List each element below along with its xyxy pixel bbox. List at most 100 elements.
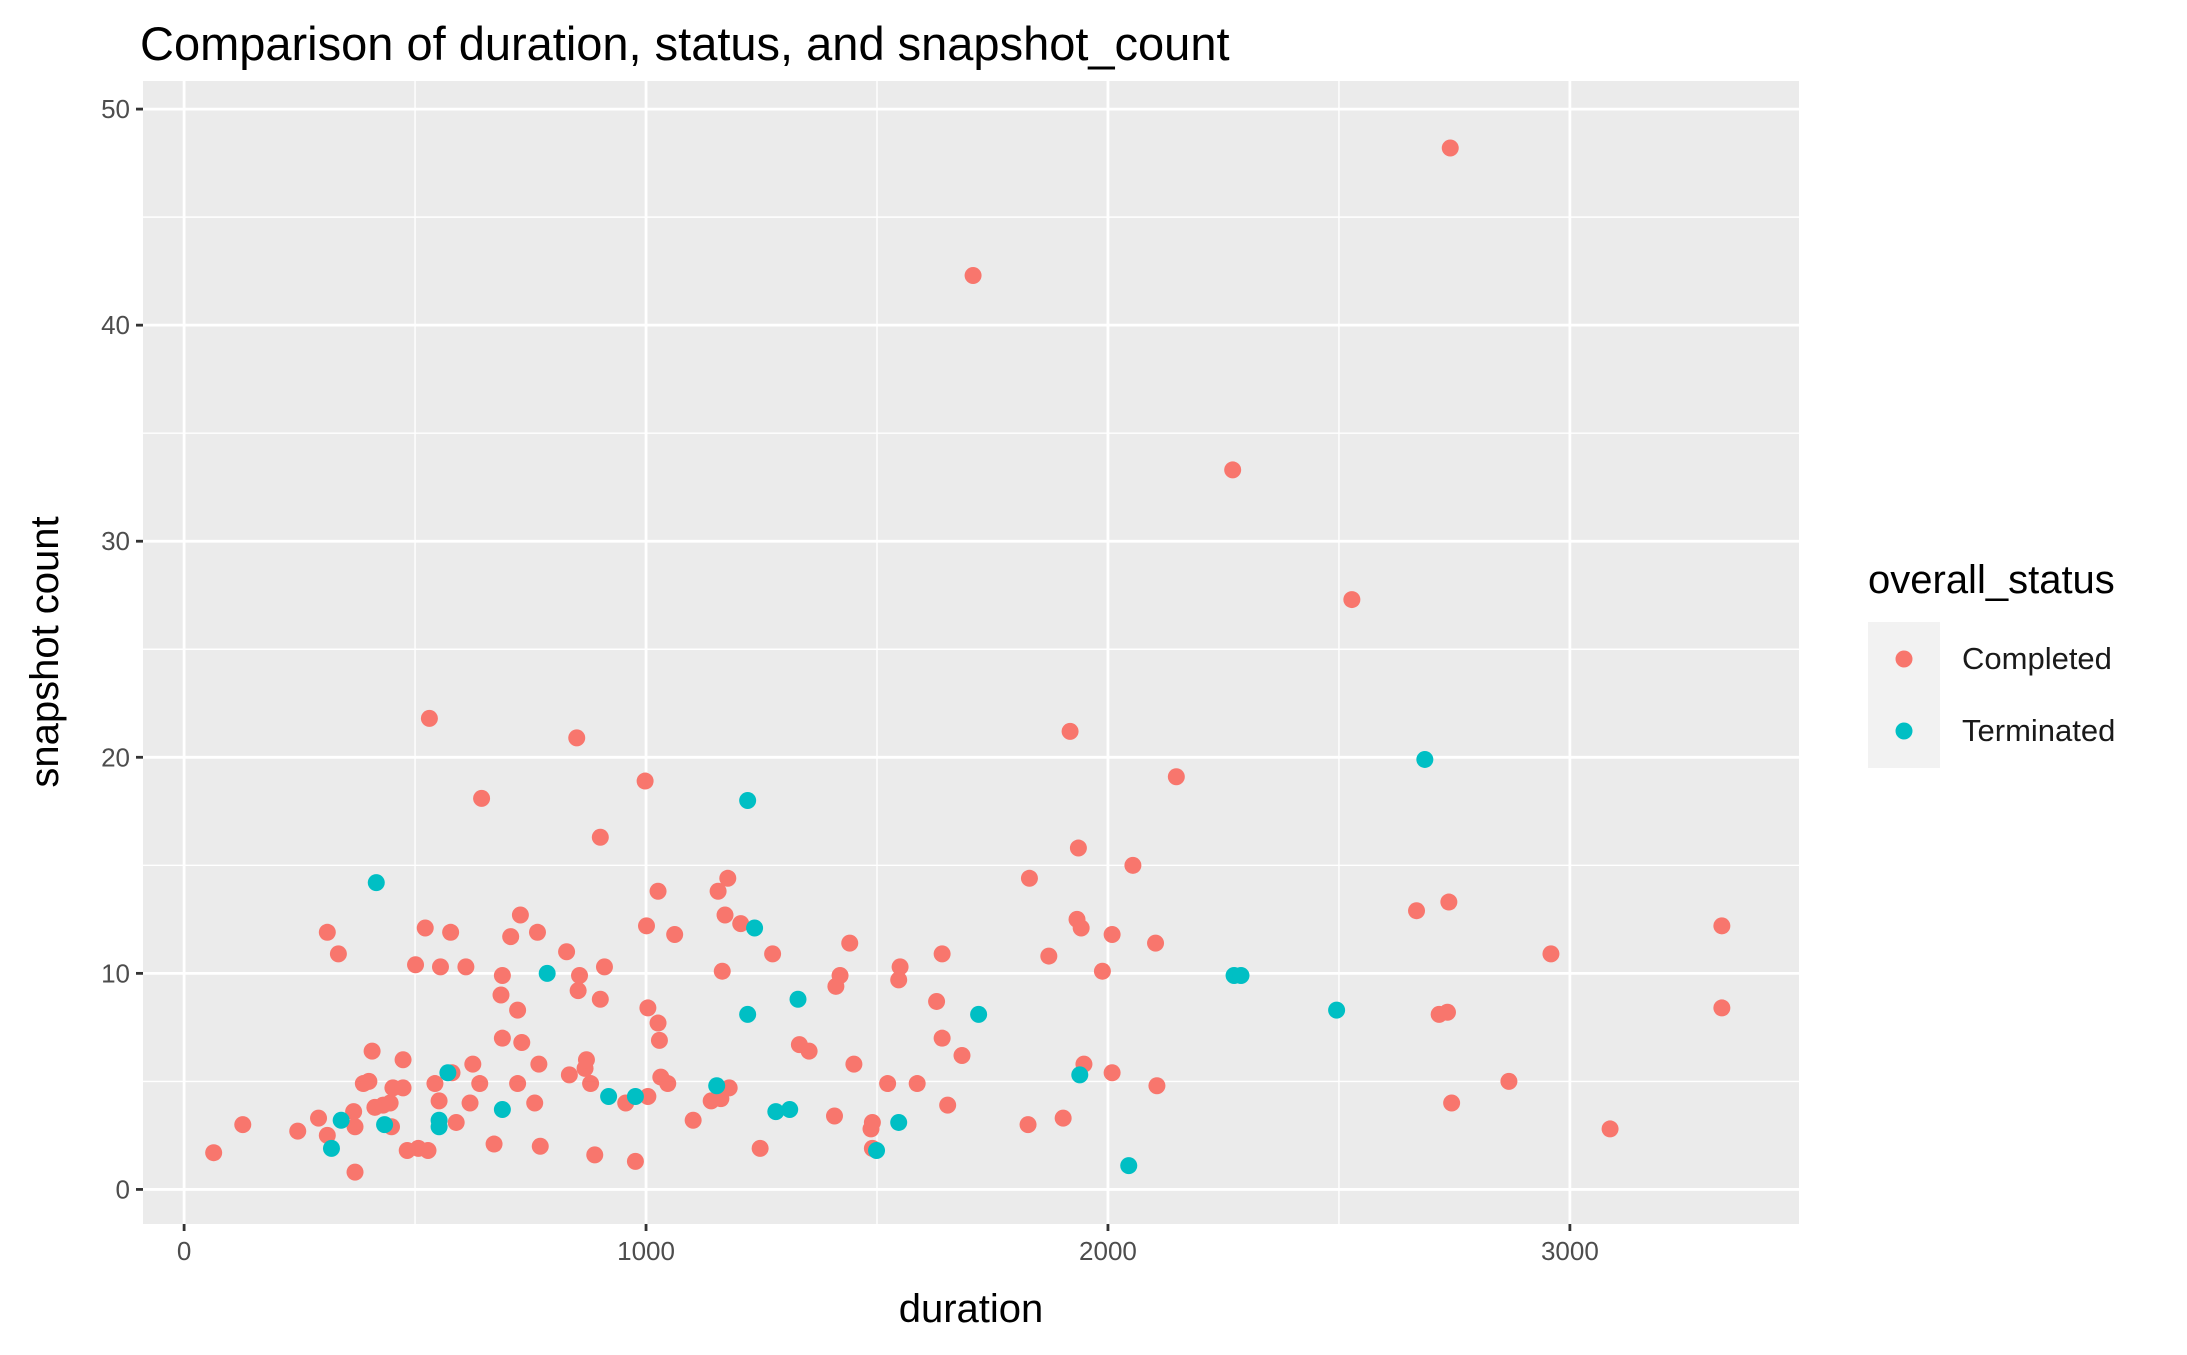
point-terminated	[430, 1118, 448, 1136]
point-terminated	[1416, 750, 1434, 768]
point-terminated	[1071, 1066, 1089, 1084]
point-completed	[1713, 917, 1731, 935]
x-tick-label: 3000	[1541, 1236, 1599, 1266]
point-completed	[908, 1075, 926, 1093]
point-terminated	[626, 1088, 644, 1106]
point-completed	[509, 1075, 527, 1093]
point-completed	[1103, 1064, 1121, 1082]
point-completed	[430, 1092, 448, 1110]
point-completed	[492, 986, 510, 1004]
point-completed	[1500, 1072, 1518, 1090]
point-terminated	[868, 1142, 886, 1160]
point-completed	[318, 1126, 336, 1144]
point-terminated	[970, 1005, 988, 1023]
y-tick-label: 50	[101, 94, 130, 124]
point-completed	[639, 999, 657, 1017]
legend-title: overall_status	[1868, 558, 2115, 602]
x-tick-label: 0	[177, 1236, 191, 1266]
point-completed	[933, 1029, 951, 1047]
point-completed	[716, 906, 734, 924]
point-completed	[1438, 1003, 1456, 1021]
point-completed	[511, 906, 529, 924]
point-completed	[591, 828, 609, 846]
point-completed	[502, 928, 520, 946]
point-completed	[363, 1042, 381, 1060]
point-completed	[1167, 768, 1185, 786]
point-completed	[577, 1051, 595, 1069]
point-completed	[879, 1075, 897, 1093]
point-completed	[471, 1075, 489, 1093]
point-completed	[1343, 591, 1361, 609]
x-tick-label: 1000	[617, 1236, 675, 1266]
point-terminated	[493, 1100, 511, 1118]
point-completed	[666, 925, 684, 943]
point-completed	[381, 1094, 399, 1112]
point-terminated	[322, 1139, 340, 1157]
y-axis: 0 10 20 30 40 50	[101, 94, 143, 1204]
point-terminated	[1120, 1157, 1138, 1175]
point-completed	[964, 266, 982, 284]
y-axis-label: snapshot count	[23, 516, 67, 787]
point-completed	[528, 923, 546, 941]
point-completed	[826, 1107, 844, 1125]
point-completed	[659, 1075, 677, 1093]
point-completed	[1148, 1077, 1166, 1095]
legend: overall_status Completed Terminated	[1868, 558, 2115, 768]
point-completed	[751, 1139, 769, 1157]
point-completed	[953, 1046, 971, 1064]
data-points	[205, 139, 1731, 1181]
y-tick-label: 20	[101, 742, 130, 772]
point-terminated	[746, 919, 764, 937]
point-completed	[586, 1146, 604, 1164]
point-completed	[234, 1116, 252, 1134]
point-terminated	[367, 874, 385, 892]
point-completed	[800, 1042, 818, 1060]
legend-label-terminated: Terminated	[1962, 713, 2115, 748]
point-completed	[1020, 869, 1038, 887]
point-terminated	[767, 1103, 785, 1121]
point-terminated	[789, 990, 807, 1008]
point-completed	[713, 962, 731, 980]
point-completed	[1443, 1094, 1461, 1112]
point-completed	[457, 958, 475, 976]
point-completed	[831, 967, 849, 985]
x-axis: 0 1000 2000 3000	[177, 1224, 1599, 1266]
point-completed	[845, 1055, 863, 1073]
point-completed	[1103, 925, 1121, 943]
point-completed	[1441, 139, 1459, 157]
point-completed	[416, 919, 434, 937]
point-completed	[933, 945, 951, 963]
point-completed	[464, 1055, 482, 1073]
point-completed	[639, 1088, 657, 1106]
point-completed	[513, 1034, 531, 1052]
point-completed	[346, 1163, 364, 1181]
point-completed	[591, 990, 609, 1008]
point-completed	[419, 1142, 437, 1160]
point-completed	[1713, 999, 1731, 1017]
point-completed	[626, 1152, 644, 1170]
point-completed	[649, 1014, 667, 1032]
point-terminated	[439, 1064, 457, 1082]
point-completed	[1542, 945, 1560, 963]
point-completed	[310, 1109, 328, 1127]
point-completed	[1601, 1120, 1619, 1138]
point-completed	[650, 1031, 668, 1049]
point-completed	[1093, 962, 1111, 980]
y-tick-label: 0	[116, 1174, 130, 1204]
point-completed	[1147, 934, 1165, 952]
point-completed	[890, 971, 908, 989]
point-completed	[568, 729, 586, 747]
point-completed	[205, 1144, 223, 1162]
y-tick-label: 40	[101, 310, 130, 340]
point-completed	[1440, 893, 1458, 911]
point-completed	[1061, 722, 1079, 740]
legend-key-terminated	[1895, 722, 1913, 740]
point-completed	[1040, 947, 1058, 965]
point-completed	[558, 943, 576, 961]
legend-label-completed: Completed	[1962, 641, 2112, 676]
point-completed	[928, 992, 946, 1010]
point-completed	[360, 1072, 378, 1090]
point-completed	[1054, 1109, 1072, 1127]
point-completed	[1124, 856, 1142, 874]
